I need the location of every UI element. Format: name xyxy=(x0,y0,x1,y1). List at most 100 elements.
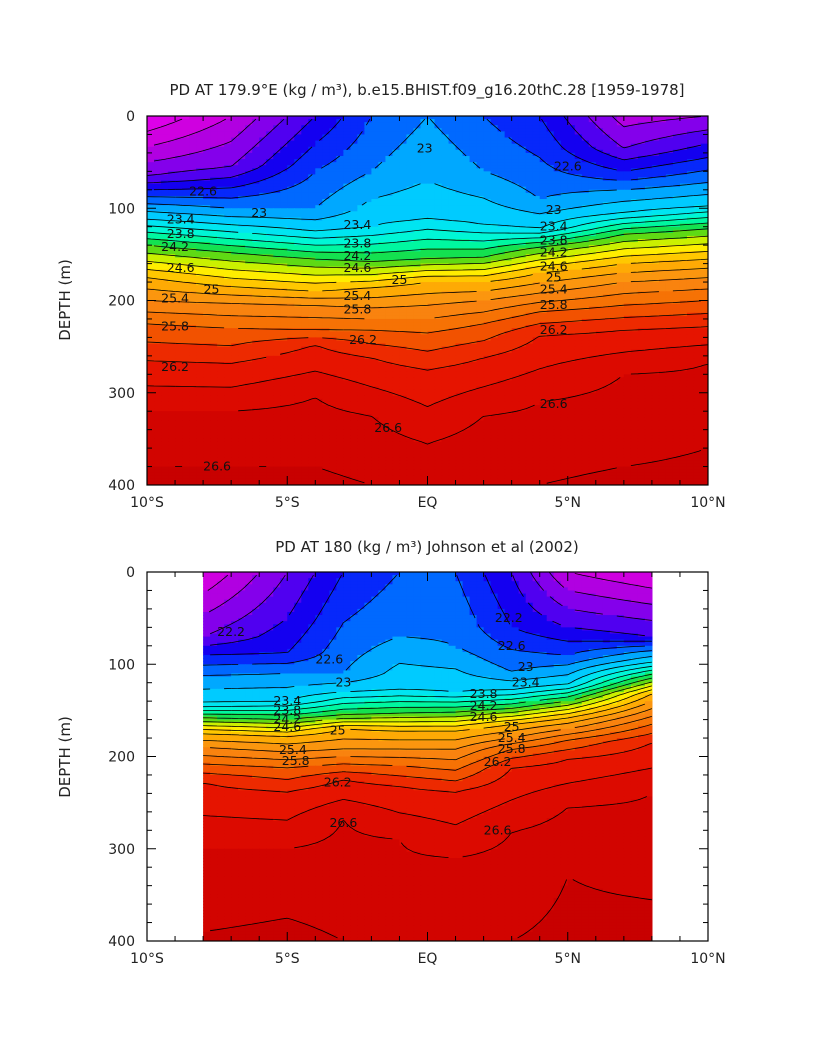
contour-fill-cell xyxy=(231,263,239,268)
contour-fill-cell xyxy=(644,239,653,243)
contour-fill-cell xyxy=(238,229,246,234)
contour-fill-cell xyxy=(196,183,204,188)
contour-fill-cell xyxy=(553,263,562,268)
contour-fill-cell xyxy=(595,143,604,148)
contour-fill-cell xyxy=(399,257,408,262)
contour-fill-cell xyxy=(511,149,520,154)
contour-fill-cell xyxy=(315,223,323,228)
contour-fill-cell xyxy=(651,174,660,179)
contour-fill-cell xyxy=(455,260,464,265)
contour-fill-cell xyxy=(616,165,625,169)
contour-fill-cell xyxy=(301,285,309,289)
contour-fill-cell xyxy=(364,202,372,206)
contour-fill-cell xyxy=(672,186,681,191)
contour-fill-cell xyxy=(154,235,162,240)
contour-fill-cell xyxy=(609,214,618,219)
contour-fill-cell xyxy=(574,278,583,283)
contour-fill-cell xyxy=(658,116,667,120)
contour-fill-cell xyxy=(357,116,365,120)
contour-fill-cell xyxy=(679,291,688,295)
contour-fill-cell xyxy=(364,140,372,145)
contour-fill-cell xyxy=(469,300,478,305)
contour-fill-cell xyxy=(259,232,267,237)
contour-fill-cell xyxy=(343,119,351,123)
contour-fill-cell xyxy=(532,162,541,166)
contour-fill-cell xyxy=(336,263,344,268)
contour-fill-cell xyxy=(406,220,415,225)
contour-fill-cell xyxy=(581,116,590,120)
contour-fill-cell xyxy=(357,297,365,302)
contour-fill-cell xyxy=(546,174,555,179)
contour-fill-cell xyxy=(686,171,695,176)
contour-fill-cell xyxy=(546,214,555,219)
contour-fill-cell xyxy=(371,208,380,212)
contour-fill-cell xyxy=(203,226,211,231)
contour-fill-cell xyxy=(560,116,569,120)
contour-fill-cell xyxy=(245,134,253,139)
contour-fill-cell xyxy=(490,239,499,243)
contour-fill-cell xyxy=(259,205,267,209)
contour-fill-cell xyxy=(322,131,330,136)
contour-fill-cell xyxy=(413,220,422,225)
contour-fill-cell xyxy=(322,202,330,206)
contour-fill-cell xyxy=(511,183,520,188)
contour-fill-cell xyxy=(434,257,443,262)
contour-fill-cell xyxy=(588,263,597,268)
contour-fill-cell xyxy=(175,263,183,268)
contour-fill-cell xyxy=(476,211,485,215)
contour-fill-cell xyxy=(301,223,309,228)
contour-fill-cell xyxy=(273,303,281,308)
contour-fill-cell xyxy=(623,266,632,271)
contour-fill-cell xyxy=(252,303,260,308)
contour-fill-cell xyxy=(462,202,471,206)
contour-fill-cell xyxy=(406,202,415,206)
contour-fill-cell xyxy=(518,226,527,231)
contour-fill-cell xyxy=(441,282,450,286)
contour-fill-cell xyxy=(539,285,548,289)
contour-fill-cell xyxy=(154,245,162,249)
contour-fill-cell xyxy=(147,159,155,163)
contour-fill-cell xyxy=(434,223,443,228)
contour-fill-cell xyxy=(651,162,660,166)
contour-fill-cell xyxy=(280,159,288,163)
contour-fill-cell xyxy=(693,226,702,231)
contour-fill-cell xyxy=(637,297,646,302)
contour-fill-cell xyxy=(336,269,344,274)
contour-fill-cell xyxy=(686,278,695,283)
contour-fill-cell xyxy=(259,119,267,123)
contour-fill-cell xyxy=(161,223,169,228)
contour-fill-cell xyxy=(245,211,253,215)
contour-fill-cell xyxy=(518,137,527,142)
contour-fill-cell xyxy=(266,306,274,311)
contour-fill-cell xyxy=(546,177,555,182)
contour-fill-cell xyxy=(210,155,218,160)
contour-fill-cell xyxy=(567,248,576,252)
contour-fill-cell xyxy=(280,257,288,262)
contour-fill-cell xyxy=(147,155,155,160)
contour-fill-cell xyxy=(539,242,548,246)
contour-fill-cell xyxy=(609,288,618,292)
contour-fill-cell xyxy=(420,294,429,299)
contour-fill-cell xyxy=(434,275,443,280)
contour-fill-cell xyxy=(518,297,527,302)
contour-fill-cell xyxy=(189,208,197,212)
contour-fill-cell xyxy=(343,248,351,252)
contour-fill-cell xyxy=(392,226,401,231)
contour-fill-cell xyxy=(630,245,639,249)
contour-fill-cell xyxy=(539,229,548,234)
contour-fill-cell xyxy=(476,245,485,249)
contour-fill-cell xyxy=(553,248,562,252)
contour-fill-cell xyxy=(203,220,211,225)
contour-fill-cell xyxy=(168,180,176,185)
contour-fill-cell xyxy=(462,214,471,219)
contour-fill-cell xyxy=(518,162,527,166)
contour-fill-cell xyxy=(595,235,604,240)
contour-fill-cell xyxy=(406,303,415,308)
contour-fill-cell xyxy=(700,119,708,123)
contour-fill-cell xyxy=(238,272,246,277)
contour-fill-cell xyxy=(392,291,401,295)
contour-fill-cell xyxy=(385,242,394,246)
contour-fill-cell xyxy=(630,208,639,212)
contour-fill-cell xyxy=(161,128,169,132)
contour-fill-cell xyxy=(623,223,632,228)
